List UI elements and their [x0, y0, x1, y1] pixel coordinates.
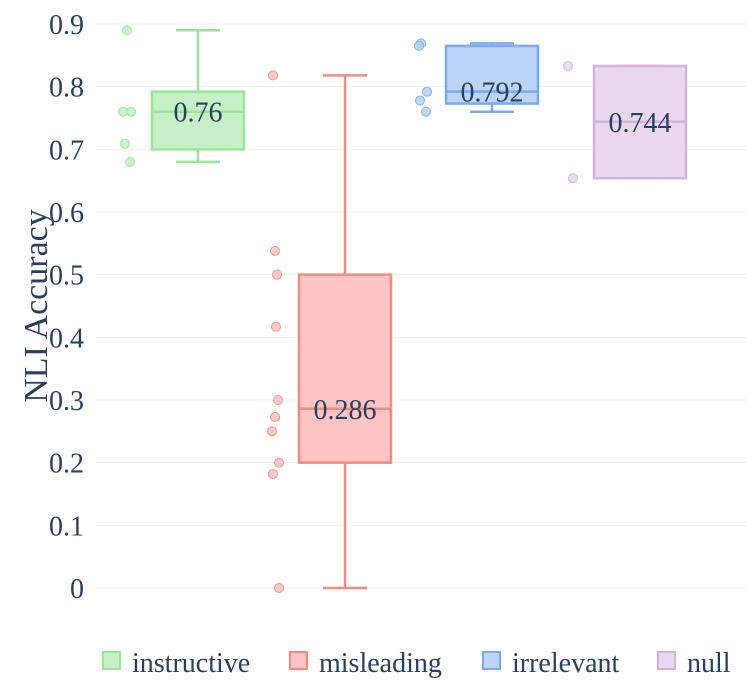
box-iqr [444, 44, 540, 105]
data-point [271, 321, 281, 332]
median-label: 0.792 [461, 78, 524, 109]
median-label: 0.76 [174, 98, 223, 129]
data-point [414, 40, 424, 51]
y-tick-label: 0.8 [49, 73, 84, 104]
legend-label: instructive [132, 648, 250, 679]
box-iqr [150, 90, 246, 151]
legend-swatch [102, 651, 121, 670]
y-tick-label: 0.7 [49, 135, 84, 166]
legend-label: irrelevant [512, 648, 619, 679]
data-point [270, 411, 280, 422]
data-point [268, 70, 278, 81]
y-tick-label: 0 [70, 574, 84, 605]
data-point [270, 245, 280, 256]
boxes: 0.76 0.286 0.792 0.744 [118, 25, 688, 593]
y-tick-label: 0.1 [49, 511, 84, 542]
legend-item-irrelevant[interactable]: irrelevant [482, 648, 619, 679]
y-tick-label: 0.9 [49, 10, 84, 41]
data-point [563, 60, 573, 71]
grid-lines [95, 23, 747, 589]
legend-item-null[interactable]: null [657, 648, 731, 679]
y-tick-label: 0.2 [49, 449, 84, 480]
data-point [274, 457, 284, 468]
legend-label: misleading [319, 648, 442, 679]
y-tick-label: 0.4 [49, 323, 84, 354]
data-point [273, 395, 283, 405]
legend[interactable]: instructive misleading irrelevant null [102, 648, 731, 679]
y-tick-label: 0.6 [49, 198, 84, 229]
data-point [126, 106, 136, 117]
legend-item-misleading[interactable]: misleading [289, 648, 442, 679]
y-axis-ticks: 0 0.1 0.2 0.3 0.4 0.5 0.6 0.7 0.8 0.9 [49, 10, 84, 605]
data-point [568, 173, 578, 184]
y-tick-label: 0.3 [49, 386, 84, 417]
data-point [268, 468, 278, 479]
data-point [272, 269, 282, 280]
y-tick-label: 0.5 [49, 261, 84, 292]
data-point [415, 95, 425, 106]
median-label: 0.744 [609, 108, 672, 139]
data-point [267, 426, 277, 437]
data-point [125, 156, 135, 167]
legend-swatch [482, 651, 501, 670]
box-irrelevant: 0.792 [414, 38, 540, 117]
data-point [422, 86, 432, 97]
legend-swatch [289, 651, 308, 670]
box-iqr [297, 273, 393, 464]
data-point [122, 25, 132, 36]
data-point [274, 583, 284, 593]
box-null: 0.744 [563, 60, 688, 184]
box-instructive: 0.76 [118, 25, 246, 167]
legend-swatch [657, 651, 676, 670]
box-misleading: 0.286 [267, 70, 393, 593]
legend-item-instructive[interactable]: instructive [102, 648, 250, 679]
data-point [120, 138, 130, 149]
y-axis-title: NLI Accuracy [18, 209, 55, 403]
data-point [421, 106, 431, 117]
legend-label: null [687, 648, 731, 679]
median-label: 0.286 [314, 395, 377, 426]
